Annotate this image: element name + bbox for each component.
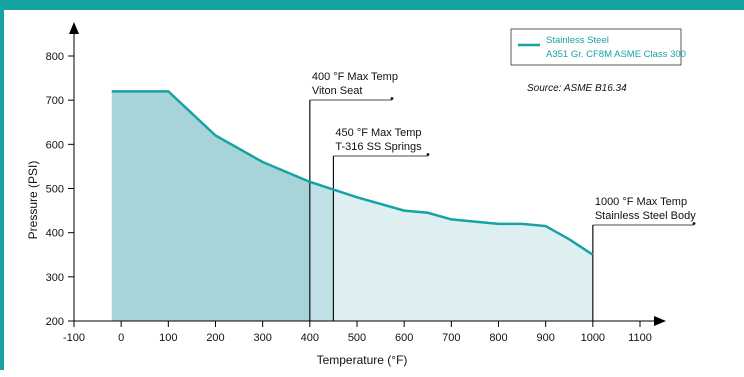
y-axis-arrow <box>69 22 79 34</box>
y-tick-label: 300 <box>46 272 64 284</box>
y-tick-label: 500 <box>46 184 64 196</box>
annotations: 400 °F Max Temp Viton Seat 450 °F Max Temp… <box>309 71 696 226</box>
annotation-label: 1000 °F Max Temp <box>595 196 687 208</box>
x-ticks: -100 0 100 200 300 400 500 600 700 800 900 1000 1100 <box>63 321 652 344</box>
legend: Stainless Steel A351 Gr. CF8M ASME Class… <box>510 28 686 66</box>
x-tick-label: 600 <box>395 332 413 344</box>
x-tick-label: 500 <box>348 332 366 344</box>
left-accent-bar <box>0 10 4 370</box>
annotation-label: Viton Seat <box>312 85 363 97</box>
source-note: Source: ASME B16.34 <box>527 83 627 94</box>
x-tick-label: 900 <box>536 332 554 344</box>
series-line <box>111 90 594 256</box>
x-tick-label: -100 <box>63 332 85 344</box>
y-tick-label: 700 <box>46 95 64 107</box>
area-fill-400-to-450F <box>309 181 334 321</box>
annotation-label: Stainless Steel Body <box>595 210 696 222</box>
y-ticks: 200 300 400 500 600 700 800 <box>46 51 74 328</box>
legend-label-line-2: A351 Gr. CF8M ASME Class 300 <box>546 49 686 60</box>
y-tick-label: 600 <box>46 139 64 151</box>
x-axis-title: Temperature (°F) <box>317 353 408 367</box>
x-tick-label: 300 <box>253 332 271 344</box>
annotation-dot <box>390 97 394 100</box>
y-axis-title: Pressure (PSI) <box>26 161 40 240</box>
legend-box <box>510 28 682 66</box>
x-tick-label: 1100 <box>628 332 652 344</box>
y-tick-label: 200 <box>46 316 64 328</box>
top-accent-bar <box>0 0 744 10</box>
x-tick-label: 1000 <box>581 332 605 344</box>
annotation-label: 450 °F Max Temp <box>335 127 421 139</box>
x-axis-arrow <box>654 316 666 326</box>
x-tick-label: 800 <box>489 332 507 344</box>
x-tick-label: 0 <box>118 332 124 344</box>
y-tick-label: 400 <box>46 228 64 240</box>
axes <box>69 22 666 326</box>
area-fill-below-400F <box>111 91 310 321</box>
annotation-dot <box>426 153 430 156</box>
area-layer <box>111 91 593 321</box>
annotation-dot <box>692 222 696 225</box>
legend-label-line-1: Stainless Steel <box>546 35 609 46</box>
annotation-label: 400 °F Max Temp <box>312 71 398 83</box>
x-tick-label: 100 <box>159 332 177 344</box>
annotation-label: T-316 SS Springs <box>335 141 422 153</box>
x-tick-label: 700 <box>442 332 460 344</box>
x-tick-label: 200 <box>206 332 224 344</box>
area-fill-above-450F <box>333 189 593 321</box>
y-tick-label: 800 <box>46 51 64 63</box>
x-tick-label: 400 <box>301 332 319 344</box>
limit-lines <box>309 100 594 321</box>
